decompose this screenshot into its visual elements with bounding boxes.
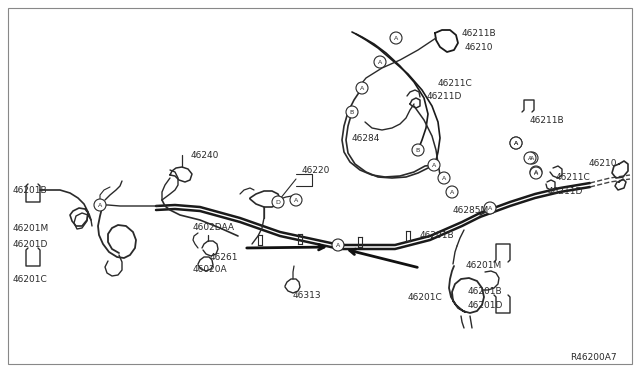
- Text: A: A: [528, 155, 532, 160]
- Text: 46211D: 46211D: [427, 92, 462, 100]
- Text: 46201B: 46201B: [13, 186, 47, 195]
- Text: R46200A7: R46200A7: [570, 353, 616, 362]
- Text: 46201B: 46201B: [468, 288, 502, 296]
- Text: A: A: [530, 155, 534, 160]
- Text: 46201B: 46201B: [420, 231, 454, 240]
- Circle shape: [428, 159, 440, 171]
- Text: D: D: [276, 199, 280, 205]
- Text: 46211D: 46211D: [548, 186, 584, 196]
- Circle shape: [510, 137, 522, 149]
- Circle shape: [290, 194, 302, 206]
- Circle shape: [374, 56, 386, 68]
- Text: A: A: [514, 141, 518, 145]
- Text: 46285M: 46285M: [453, 205, 489, 215]
- Circle shape: [412, 144, 424, 156]
- Text: A: A: [336, 243, 340, 247]
- Text: A: A: [442, 176, 446, 180]
- Text: A: A: [534, 170, 538, 174]
- Circle shape: [346, 106, 358, 118]
- Text: A: A: [394, 35, 398, 41]
- Text: 4602DAA: 4602DAA: [193, 222, 235, 231]
- Circle shape: [524, 152, 536, 164]
- Circle shape: [356, 82, 368, 94]
- Text: B: B: [416, 148, 420, 153]
- Text: 46201M: 46201M: [13, 224, 49, 232]
- Circle shape: [530, 166, 542, 178]
- Circle shape: [530, 167, 542, 179]
- Circle shape: [446, 186, 458, 198]
- Text: A: A: [488, 205, 492, 211]
- Text: 46211C: 46211C: [556, 173, 591, 182]
- Text: 46201D: 46201D: [468, 301, 504, 310]
- Text: 46210: 46210: [589, 158, 618, 167]
- Text: 46020A: 46020A: [193, 266, 228, 275]
- Circle shape: [484, 202, 496, 214]
- Text: A: A: [360, 86, 364, 90]
- Text: 46313: 46313: [293, 291, 322, 299]
- Text: 46201D: 46201D: [13, 240, 49, 248]
- Text: 46211C: 46211C: [438, 78, 473, 87]
- Circle shape: [390, 32, 402, 44]
- Circle shape: [332, 239, 344, 251]
- Text: 46201M: 46201M: [466, 260, 502, 269]
- Text: 46284: 46284: [352, 134, 380, 142]
- Circle shape: [272, 196, 284, 208]
- Text: A: A: [294, 198, 298, 202]
- Text: 46240: 46240: [191, 151, 220, 160]
- Text: 46211B: 46211B: [530, 115, 564, 125]
- Text: A: A: [534, 170, 538, 176]
- Circle shape: [510, 137, 522, 149]
- Text: 46201C: 46201C: [13, 276, 48, 285]
- Circle shape: [94, 199, 106, 211]
- Text: A: A: [514, 141, 518, 145]
- Text: 46201C: 46201C: [408, 294, 443, 302]
- Text: 46261: 46261: [210, 253, 239, 263]
- Circle shape: [526, 152, 538, 164]
- Text: 46211B: 46211B: [462, 29, 497, 38]
- Text: 46210: 46210: [465, 42, 493, 51]
- Text: A: A: [98, 202, 102, 208]
- Text: A: A: [450, 189, 454, 195]
- Text: A: A: [432, 163, 436, 167]
- Text: B: B: [350, 109, 354, 115]
- Text: 46220: 46220: [302, 166, 330, 174]
- Text: A: A: [378, 60, 382, 64]
- Circle shape: [438, 172, 450, 184]
